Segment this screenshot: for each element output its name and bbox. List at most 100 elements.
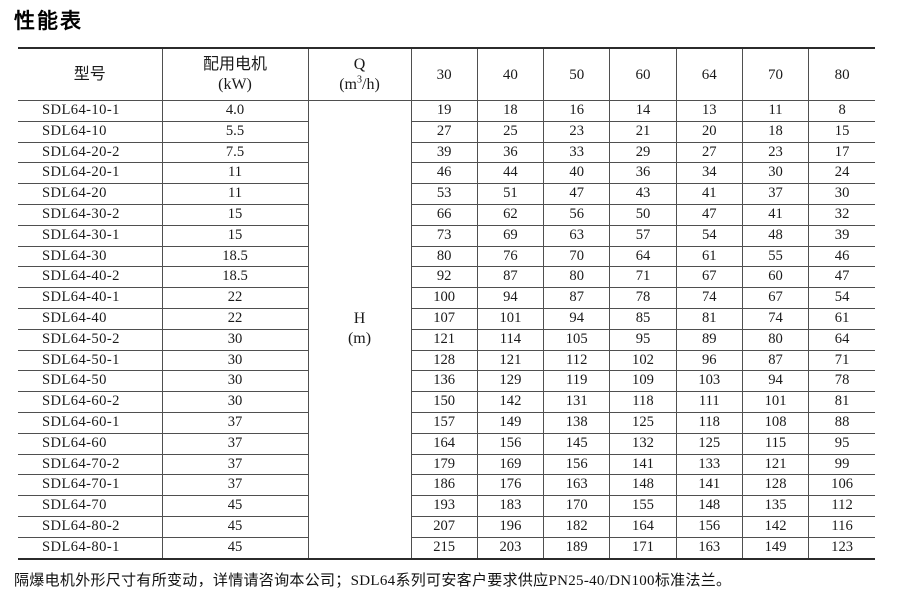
head-value-cell: 148 [609, 474, 677, 497]
power-cell: 22 [161, 287, 309, 309]
head-value-cell: 207 [410, 516, 478, 538]
head-value-cell: 103 [675, 370, 743, 393]
head-value-cell: 46 [410, 162, 478, 185]
head-value-cell: 89 [675, 329, 743, 351]
head-value-cell: 67 [741, 287, 810, 309]
head-value-cell: 18 [741, 121, 810, 143]
head-value-cell: 119 [543, 370, 611, 393]
power-cell: 4.0 [161, 100, 309, 122]
head-value-cell: 118 [609, 391, 677, 413]
performance-table: 型号 配用电机 (kW) Q (m3/h) 30 40 50 60 64 70 … [18, 47, 875, 560]
head-value-cell: 121 [476, 350, 545, 372]
head-value-cell: 138 [543, 412, 611, 434]
head-value-cell: 164 [609, 516, 677, 538]
head-value-cell: 112 [808, 495, 875, 517]
head-value-cell: 101 [741, 391, 810, 413]
table-row: SDL64-70-1 37 186 176 163 148 141 128 106 [18, 474, 875, 497]
head-value-cell: 20 [675, 121, 743, 143]
head-value-cell: 37 [741, 183, 810, 205]
head-value-cell: 102 [609, 350, 677, 372]
head-value-cell: 112 [543, 350, 611, 372]
head-value-cell: 66 [410, 204, 478, 226]
head-value-cell: 71 [808, 350, 875, 372]
table-row: SDL64-80-2 45 207 196 182 164 156 142 116 [18, 516, 875, 538]
head-value-cell: 132 [609, 433, 677, 455]
head-value-cell: 60 [741, 266, 810, 289]
head-value-cell: 105 [543, 329, 611, 351]
power-cell: 30 [161, 350, 309, 372]
head-value-cell: 47 [543, 183, 611, 205]
head-value-cell: 125 [609, 412, 677, 434]
head-value-cell: 170 [543, 495, 611, 517]
head-value-cell: 67 [675, 266, 743, 289]
table-row: SDL64-10-1 4.0 H (m) 19 18 16 14 13 11 8 [18, 100, 875, 559]
header-motor-power: 配用电机 (kW) [161, 48, 309, 101]
head-value-cell: 94 [741, 370, 810, 393]
head-value-cell: 15 [808, 121, 875, 143]
head-value-cell: 80 [410, 246, 478, 268]
head-value-cell: 96 [675, 350, 743, 372]
page-title: 性能表 [14, 9, 83, 33]
model-cell: SDL64-40 [18, 308, 163, 330]
model-cell: SDL64-70 [18, 495, 163, 517]
head-value-cell: 121 [741, 454, 810, 476]
head-value-cell: 74 [675, 287, 743, 309]
head-value-cell: 215 [410, 537, 478, 560]
table-row: SDL64-60 37 164 156 145 132 125 115 95 [18, 433, 875, 455]
model-cell: SDL64-70-1 [18, 474, 163, 497]
header-motor-label: 配用电机 [202, 55, 267, 73]
head-value-cell: 61 [808, 308, 875, 330]
head-value-cell: 148 [675, 495, 743, 517]
head-value-cell: 76 [476, 246, 545, 268]
head-value-cell: 179 [410, 454, 478, 476]
head-value-cell: 64 [808, 329, 875, 351]
head-value-cell: 133 [675, 454, 743, 476]
header-flow-50: 50 [543, 48, 611, 101]
model-cell: SDL64-30-1 [18, 225, 163, 247]
head-value-cell: 81 [808, 391, 875, 413]
head-value-cell: 129 [476, 370, 545, 393]
table-row: SDL64-60-2 30 150 142 131 118 111 101 81 [18, 391, 875, 413]
header-q-unit: (m3/h) [309, 75, 411, 95]
head-value-cell: 47 [675, 204, 743, 226]
head-value-cell: 57 [609, 225, 677, 247]
power-cell: 18.5 [161, 266, 309, 289]
head-value-cell: 40 [543, 162, 611, 185]
head-value-cell: 78 [808, 370, 875, 393]
page: 性能表 型号 配用电机 (kW) Q (m3/h) 30 40 50 60 [0, 8, 900, 594]
q-unit-pre: (m [339, 75, 357, 93]
head-value-cell: 80 [741, 329, 810, 351]
head-value-cell: 34 [675, 162, 743, 185]
head-value-cell: 106 [808, 474, 875, 497]
head-value-cell: 189 [543, 537, 611, 560]
head-value-cell: 156 [543, 454, 611, 476]
power-cell: 30 [161, 391, 309, 413]
model-cell: SDL64-30 [18, 246, 163, 268]
table-row: SDL64-40 22 107 101 94 85 81 74 61 [18, 308, 875, 330]
q-unit-sup: 3 [357, 74, 362, 86]
head-value-cell: 171 [609, 537, 677, 560]
head-value-cell: 100 [410, 287, 478, 309]
head-value-cell: 108 [741, 412, 810, 434]
power-cell: 7.5 [161, 142, 309, 164]
head-value-cell: 64 [609, 246, 677, 268]
head-value-cell: 109 [609, 370, 677, 393]
head-value-cell: 123 [808, 537, 875, 560]
head-value-cell: 193 [410, 495, 478, 517]
power-cell: 45 [161, 516, 309, 538]
head-value-cell: 36 [476, 142, 545, 164]
table-row: SDL64-20-2 7.5 39 36 33 29 27 23 17 [18, 142, 875, 164]
head-value-cell: 46 [808, 246, 875, 268]
head-value-cell: 62 [476, 204, 545, 226]
head-value-cell: 48 [741, 225, 810, 247]
head-value-cell: 87 [741, 350, 810, 372]
power-cell: 45 [161, 537, 309, 560]
head-value-cell: 196 [476, 516, 545, 538]
head-value-cell: 74 [741, 308, 810, 330]
model-cell: SDL64-70-2 [18, 454, 163, 476]
power-cell: 15 [161, 204, 309, 226]
head-value-cell: 27 [675, 142, 743, 164]
table-row: SDL64-40-1 22 100 94 87 78 74 67 54 [18, 287, 875, 309]
head-value-cell: 81 [675, 308, 743, 330]
header-flow-40: 40 [476, 48, 545, 101]
